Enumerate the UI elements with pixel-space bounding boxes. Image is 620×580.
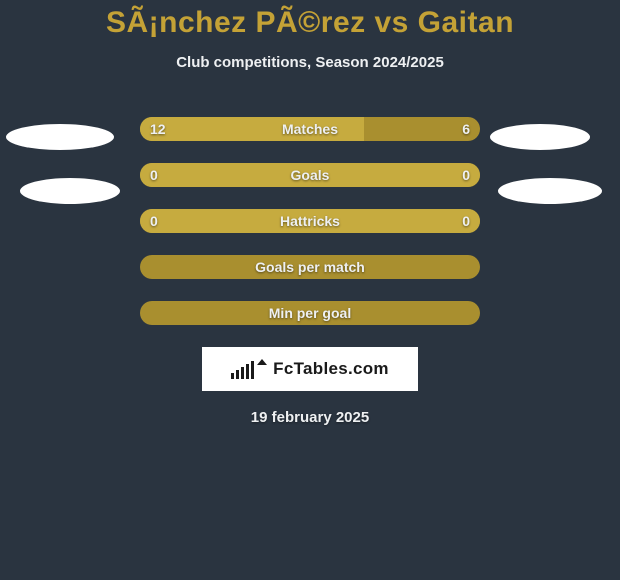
- decorative-ellipse: [20, 178, 120, 204]
- logo-arrow-icon: [257, 359, 267, 365]
- logo-text: FcTables.com: [273, 359, 389, 379]
- stat-bar: 00Hattricks: [140, 209, 480, 233]
- stat-bar: 00Goals: [140, 163, 480, 187]
- date-label: 19 february 2025: [0, 409, 620, 426]
- stat-row: Goals per match: [0, 255, 620, 279]
- stat-bar: Goals per match: [140, 255, 480, 279]
- page-subtitle: Club competitions, Season 2024/2025: [0, 54, 620, 71]
- stat-bar-label: Matches: [140, 117, 480, 141]
- decorative-ellipse: [498, 178, 602, 204]
- stat-row: 00Hattricks: [0, 209, 620, 233]
- stat-bar-label: Goals per match: [140, 255, 480, 279]
- decorative-ellipse: [6, 124, 114, 150]
- comparison-infographic: SÃ¡nchez PÃ©rez vs Gaitan Club competiti…: [0, 0, 620, 580]
- logo-chart-icon: [231, 359, 254, 379]
- stat-bar-label: Goals: [140, 163, 480, 187]
- stat-bar-label: Min per goal: [140, 301, 480, 325]
- stat-bar: Min per goal: [140, 301, 480, 325]
- stat-bar-label: Hattricks: [140, 209, 480, 233]
- logo-box: FcTables.com: [202, 347, 418, 391]
- stat-row: Min per goal: [0, 301, 620, 325]
- decorative-ellipse: [490, 124, 590, 150]
- page-title: SÃ¡nchez PÃ©rez vs Gaitan: [0, 6, 620, 40]
- stat-bar: 126Matches: [140, 117, 480, 141]
